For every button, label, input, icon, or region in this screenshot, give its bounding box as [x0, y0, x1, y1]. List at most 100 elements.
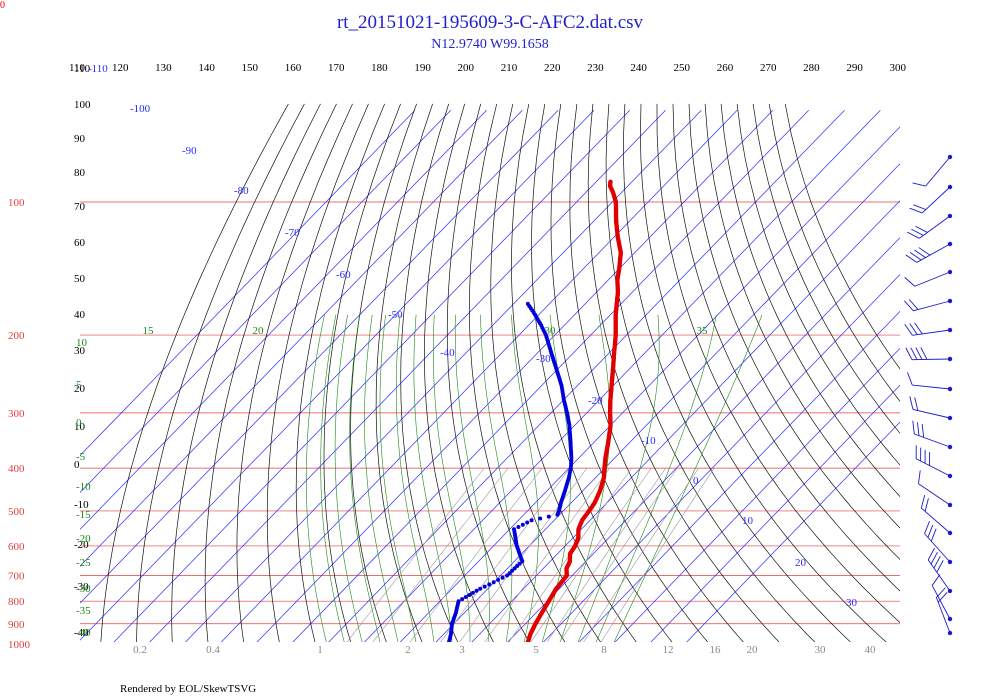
dewpoint-point	[478, 586, 483, 591]
moist-left-label: -40	[76, 627, 91, 639]
dewpoint-point	[516, 525, 521, 529]
top-axis-tick: 230	[587, 62, 604, 74]
left-axis-label: 50	[74, 273, 86, 285]
dry-adiabat-line	[204, 103, 337, 642]
left-axis-label: 10	[74, 421, 86, 433]
pressure-label: 700	[8, 571, 25, 583]
dewpoint-point	[525, 520, 530, 525]
dry-adiabat-line	[100, 103, 289, 642]
top-axis-tick: 250	[674, 62, 691, 74]
moist-adiabat-line	[541, 314, 571, 642]
dry-adiabat-line	[236, 103, 353, 642]
mixing-ratio-label: 3	[459, 644, 465, 656]
mixing-ratio-line	[508, 467, 632, 642]
dewpoint-point	[474, 588, 479, 593]
moist-adiabat-line	[480, 314, 513, 642]
dewpoint-point	[512, 527, 516, 532]
dry-adiabat-line	[720, 103, 900, 498]
isotherm-label: -100	[130, 103, 151, 115]
dewpoint-point	[507, 571, 512, 576]
left-axis-label: -10	[74, 499, 89, 511]
mixing-ratio-line	[484, 467, 610, 642]
left-axis-label: 80	[74, 167, 86, 179]
moist-adiabat-line	[379, 314, 417, 642]
mixing-ratio-line	[409, 467, 543, 642]
left-axis-label: -20	[74, 539, 89, 551]
isotherm-label: -40	[440, 347, 455, 359]
isotherm-line	[507, 237, 900, 642]
dewpoint-point	[510, 568, 515, 573]
dewpoint-point	[463, 595, 468, 599]
left-axis-label: 0	[74, 459, 80, 471]
top-axis-tick: 260	[717, 62, 734, 74]
footer-credit: Rendered by EOL/SkewTSVG	[120, 683, 257, 695]
pressure-label: 300	[8, 408, 25, 420]
moist-left-label: 10	[76, 337, 88, 349]
top-axis-tick: 140	[198, 62, 215, 74]
pressure-label: 900	[8, 619, 25, 631]
moist-adiabat-line	[349, 314, 381, 642]
isotherm-label: -70	[285, 227, 300, 239]
moist-adiabat-line	[511, 314, 539, 642]
wind-barb	[904, 322, 953, 336]
moist-adiabat-line	[613, 314, 763, 642]
moist-adiabat-line	[595, 314, 717, 642]
left-axis-label: 100	[74, 99, 91, 111]
mixing-ratio-line	[440, 467, 571, 642]
moist-adiabat-line	[320, 314, 345, 642]
isotherm-line	[328, 109, 845, 642]
moist-adiabat-label: 20	[253, 325, 265, 337]
dry-adiabat-line	[640, 103, 887, 642]
dewpoint-point	[482, 584, 487, 589]
wind-barb	[912, 154, 953, 187]
moist-left-label: 0	[76, 417, 82, 429]
wind-barbs	[904, 154, 953, 636]
top-axis-tick: 200	[458, 62, 475, 74]
moist-adiabat-line	[454, 314, 490, 642]
pressure-label: 400	[8, 463, 25, 475]
isotherm-line	[650, 384, 900, 642]
mixing-ratio-label: 1	[317, 644, 323, 656]
isotherm-label: -110	[88, 63, 108, 75]
wind-barb	[935, 587, 953, 636]
dry-adiabat-line	[266, 103, 369, 642]
wind-barb	[909, 184, 953, 214]
top-axis-tick: 130	[155, 62, 172, 74]
isotherm-label: -20	[588, 395, 603, 407]
top-axis-tick: 190	[414, 62, 431, 74]
mixing-ratio-label: 12	[663, 644, 674, 656]
isotherm-line	[113, 109, 631, 642]
dewpoint-point	[447, 642, 451, 646]
mixing-ratio-line	[530, 467, 652, 642]
dewpoint-point	[529, 518, 534, 523]
moist-left-label: -10	[76, 481, 91, 493]
dry-adiabat-line	[531, 103, 673, 642]
mixing-ratio-label: 0.2	[133, 644, 147, 656]
isotherm-line	[543, 274, 900, 642]
moist-adiabat-line	[432, 314, 471, 642]
mixing-ratio-label: 30	[815, 644, 827, 656]
moist-adiabat-label: 15	[143, 325, 155, 337]
isotherm-label: -10	[641, 435, 656, 447]
dry-adiabat-line	[605, 103, 816, 642]
mixing-ratio-label: 0.4	[206, 644, 220, 656]
left-axis-label: 90	[74, 133, 86, 145]
dry-adiabat-line	[295, 103, 385, 642]
top-axis-tick: 160	[285, 62, 302, 74]
left-axis-label: -40	[74, 627, 89, 639]
dewpoint-point	[487, 582, 492, 587]
wind-barb	[907, 213, 953, 239]
dewpoint-point	[456, 599, 461, 604]
dry-adiabat-line	[323, 103, 401, 642]
mixing-ratio-label: 16	[710, 644, 722, 656]
chart-title: rt_20151021-195609-3-C-AFC2.dat.csv	[337, 12, 644, 33]
dewpoint-point	[460, 597, 465, 602]
isotherm-label: 30	[846, 597, 858, 609]
pressure-label: 500	[8, 506, 25, 518]
mixing-ratio-line	[546, 467, 667, 642]
dry-adiabat-line	[469, 103, 566, 642]
dewpoint-point	[496, 577, 501, 582]
dewpoint-point	[491, 580, 496, 585]
moist-left-label: -25	[76, 557, 91, 569]
